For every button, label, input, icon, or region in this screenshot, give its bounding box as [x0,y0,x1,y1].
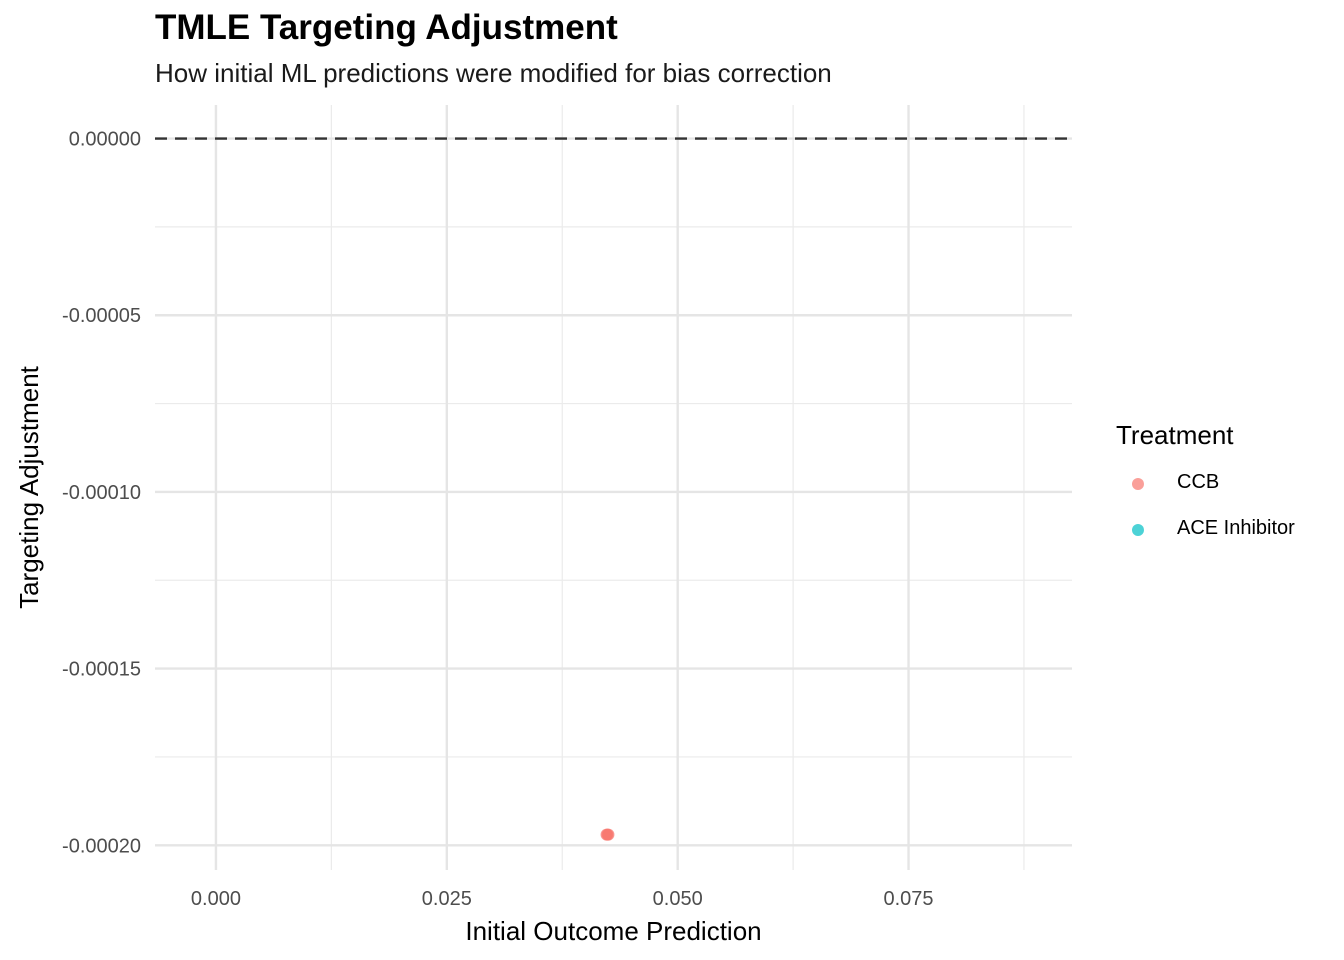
y-tick-label: 0.00000 [69,129,141,151]
chart-title: TMLE Targeting Adjustment [155,8,618,47]
legend-key-ace-inhibitor [1132,524,1144,536]
y-tick-label: -0.00005 [62,305,141,327]
x-axis-title: Initial Outcome Prediction [465,916,761,946]
chart-subtitle: How initial ML predictions were modified… [155,58,832,88]
y-tick-label: -0.00015 [62,659,141,681]
x-tick-label: 0.000 [191,888,241,910]
legend-item-ace-inhibitor: ACE Inhibitor [1116,515,1295,561]
legend-title: Treatment [1116,420,1234,450]
y-tick-label: -0.00020 [62,835,141,857]
x-tick-label: 0.075 [884,888,934,910]
major-gridlines [155,105,1072,870]
x-tick-label: 0.025 [422,888,472,910]
minor-gridlines [155,105,1072,870]
y-axis-title: Targeting Adjustment [14,365,44,609]
x-axis-ticks: 0.000 0.025 0.050 0.075 [191,888,934,910]
x-tick-label: 0.050 [653,888,703,910]
legend-item-ccb: CCB [1116,469,1234,515]
data-point [602,828,615,841]
legend-label-ace-inhibitor: ACE Inhibitor [1177,517,1295,539]
y-axis-ticks: 0.00000 -0.00005 -0.00010 -0.00015 -0.00020 [62,129,141,858]
y-tick-label: -0.00010 [62,482,141,504]
legend-key-ccb [1132,478,1144,490]
data-points [600,828,615,841]
legend: Treatment CCB ACE Inhibitor [1116,420,1295,561]
legend-label-ccb: CCB [1177,471,1220,493]
